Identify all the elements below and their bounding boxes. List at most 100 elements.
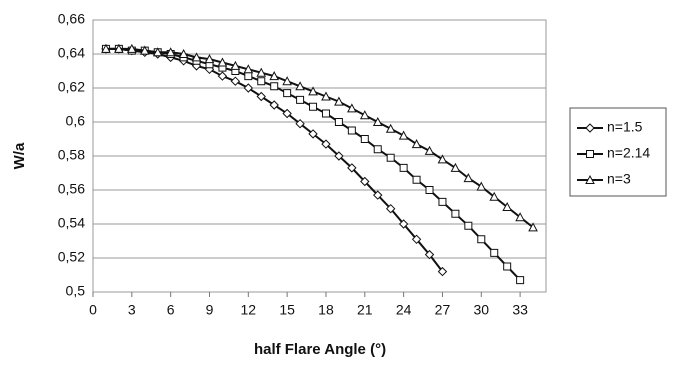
y-axis-title: W/a: [11, 142, 28, 169]
data-point: [256, 91, 266, 102]
data-point: [321, 91, 331, 101]
data-point: [204, 54, 215, 64]
data-point: [398, 219, 409, 229]
x-tick-label: 3: [128, 302, 136, 318]
data-point: [399, 163, 408, 172]
data-point: [477, 235, 486, 244]
x-tick-label: 15: [279, 302, 295, 318]
legend-label: n=3: [607, 171, 631, 187]
data-point: [334, 118, 343, 126]
data-point: [386, 153, 395, 162]
data-point: [217, 71, 228, 81]
legend-marker: [585, 123, 595, 133]
data-point: [528, 222, 538, 232]
x-tick-label: 27: [435, 302, 451, 318]
x-tick-label: 24: [396, 302, 412, 318]
data-point: [309, 102, 318, 111]
data-point: [334, 96, 344, 106]
data-point: [282, 108, 292, 119]
data-point: [503, 262, 512, 271]
data-point: [191, 52, 202, 62]
data-point: [438, 197, 447, 206]
x-tick-label: 12: [241, 302, 257, 318]
data-point: [450, 162, 461, 172]
x-tick-label: 0: [89, 302, 97, 318]
data-point: [411, 139, 422, 149]
y-tick-label: 0,66: [58, 11, 85, 27]
data-point: [101, 43, 111, 53]
data-point: [489, 191, 500, 201]
data-point: [359, 110, 370, 120]
data-point: [502, 201, 513, 211]
x-tick-label: 30: [473, 302, 489, 318]
data-point: [308, 129, 318, 139]
y-tick-label: 0,54: [58, 215, 85, 231]
data-point: [126, 43, 137, 53]
y-tick-label: 0,58: [58, 147, 85, 163]
legend-label: n=2.14: [607, 145, 650, 161]
data-point: [270, 82, 279, 91]
data-point: [230, 76, 241, 86]
data-point: [334, 151, 344, 161]
data-point: [217, 57, 228, 67]
y-tick-label: 0,56: [58, 181, 85, 197]
data-point: [269, 100, 279, 110]
data-point: [424, 145, 435, 155]
data-point: [516, 276, 525, 285]
data-point: [296, 95, 305, 104]
data-point: [152, 47, 163, 57]
data-point: [295, 81, 305, 91]
data-point: [385, 203, 396, 214]
data-point: [451, 209, 460, 218]
data-point: [269, 71, 280, 81]
x-tick-label: 33: [512, 302, 528, 318]
data-point: [283, 89, 292, 98]
x-tick-label: 6: [167, 302, 175, 318]
data-point: [425, 186, 434, 194]
data-point: [385, 123, 396, 133]
data-point: [515, 212, 525, 222]
legend-marker: [586, 150, 594, 158]
data-point: [257, 77, 266, 86]
data-point: [114, 43, 124, 53]
x-axis-title: half Flare Angle (°): [254, 341, 386, 358]
data-point: [243, 83, 254, 93]
data-point: [308, 86, 318, 96]
x-tick-label: 18: [318, 302, 334, 318]
data-point: [256, 67, 267, 77]
plot-border: [92, 19, 547, 293]
data-point: [282, 76, 292, 86]
data-point: [230, 60, 241, 70]
data-point: [321, 139, 331, 149]
data-point: [360, 176, 370, 187]
data-point: [411, 234, 422, 245]
data-point: [178, 48, 189, 58]
data-point: [437, 266, 448, 277]
data-point: [476, 181, 487, 191]
data-point: [490, 248, 499, 257]
legend-label: n=1.5: [607, 119, 643, 135]
data-point: [347, 163, 357, 173]
data-point: [321, 109, 330, 118]
data-point: [373, 145, 382, 154]
legend-marker: [585, 174, 595, 184]
x-tick-label: 21: [357, 302, 373, 318]
y-tick-label: 0,5: [66, 283, 86, 299]
data-point: [437, 154, 448, 164]
data-point: [398, 130, 409, 140]
data-point: [464, 221, 473, 230]
series-line: [105, 47, 521, 281]
data-point: [244, 72, 253, 81]
data-point: [424, 249, 435, 260]
data-point: [347, 103, 357, 113]
data-point: [295, 118, 305, 129]
data-point: [139, 45, 150, 55]
data-point: [243, 64, 254, 74]
y-tick-label: 0,62: [58, 79, 85, 95]
series-line: [105, 47, 534, 229]
y-tick-label: 0,64: [58, 45, 85, 61]
data-point: [373, 190, 383, 200]
data-point: [412, 175, 421, 184]
data-point: [463, 173, 474, 183]
